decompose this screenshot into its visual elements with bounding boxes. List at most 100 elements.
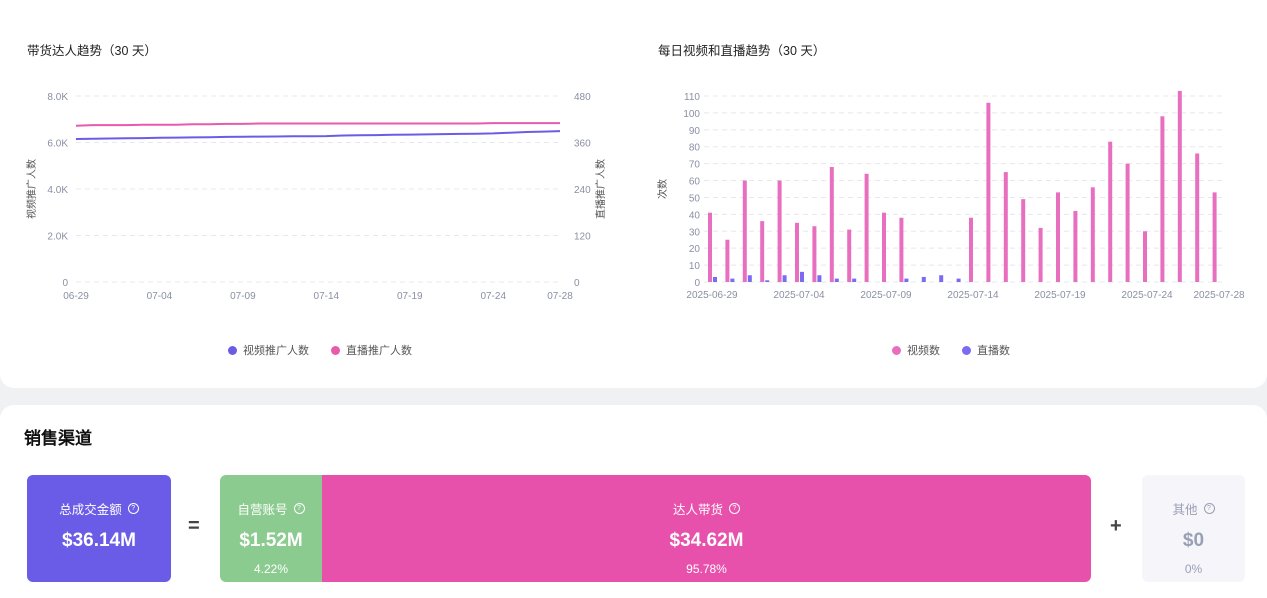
total-gmv-box: 总成交金额? $36.14M — [27, 475, 171, 582]
live-bar — [852, 278, 857, 282]
y-tick-label: 30 — [689, 227, 701, 238]
section-title: 销售渠道 — [24, 429, 92, 448]
legend-lives[interactable]: 直播数 — [962, 342, 1010, 358]
legend-dot-icon — [228, 345, 237, 355]
y-tick-label: 90 — [689, 126, 701, 137]
live-bar — [904, 278, 909, 282]
y-tick-label: 40 — [689, 210, 701, 221]
legend-video-promoters[interactable]: 视频推广人数 — [228, 342, 309, 358]
right-bar-chart: 0 10 20 30 40 50 60 70 80 90 100 110 次数 2025-06-29 202… — [656, 90, 1245, 301]
x-tick-label: 07-14 — [314, 291, 340, 302]
video-bar — [1125, 163, 1130, 282]
other-value: $0 — [1182, 530, 1205, 551]
equals-sign: = — [188, 515, 200, 537]
self-account-value: $1.52M — [239, 530, 303, 551]
question-circle-icon[interactable]: ? — [127, 503, 139, 514]
self-account-pct: 4.22% — [253, 562, 289, 576]
x-tick-label: 2025-07-19 — [1034, 290, 1086, 301]
x-tick-label: 2025-07-04 — [773, 290, 825, 301]
live-bar — [800, 271, 804, 282]
video-bar — [1212, 192, 1217, 282]
y-tick-label: 0 — [694, 278, 700, 289]
creator-sales-label: 达人带货 — [672, 503, 723, 517]
legend-dot-icon — [331, 345, 340, 355]
video-bar — [829, 167, 834, 282]
y-tick-label: 8.0K — [47, 92, 68, 103]
y-axis-label: 视频推广人数 — [25, 159, 38, 219]
question-circle-icon[interactable]: ? — [293, 503, 305, 514]
x-tick-label: 07-19 — [397, 291, 423, 302]
x-tick-label: 06-29 — [63, 291, 89, 302]
trend-card — [0, 0, 1267, 388]
left-chart-title: 带货达人趋势（30 天） — [27, 44, 157, 58]
self-account-box[interactable]: 自营账号? $1.52M 4.22% — [220, 475, 322, 582]
video-bar — [899, 217, 904, 282]
legend-label: 视频数 — [907, 345, 940, 357]
live-bar — [817, 275, 822, 282]
video-bar — [864, 173, 869, 282]
y2-tick-label: 120 — [574, 232, 591, 243]
y-tick-label: 6.0K — [47, 139, 68, 150]
y-axis-label: 次数 — [656, 179, 669, 199]
right-chart-title: 每日视频和直播趋势（30 天） — [658, 44, 826, 58]
left-chart-legend: 视频推广人数 直播推广人数 — [228, 342, 434, 358]
y2-tick-label: 0 — [574, 278, 580, 289]
video-bar — [1003, 172, 1008, 282]
x-tick-label: 07-24 — [480, 291, 506, 302]
y2-tick-label: 240 — [574, 185, 591, 196]
legend-videos[interactable]: 视频数 — [892, 342, 940, 358]
question-circle-icon[interactable]: ? — [729, 503, 740, 514]
live-bar — [834, 278, 839, 282]
video-bar — [969, 217, 973, 282]
y-tick-label: 20 — [689, 244, 701, 255]
creator-sales-pct: 95.78% — [686, 562, 727, 576]
live-bar — [765, 280, 770, 282]
y-tick-label: 70 — [689, 160, 701, 171]
y-tick-label: 60 — [689, 177, 701, 188]
y2-axis-label: 直播推广人数 — [594, 159, 607, 219]
y-tick-label: 4.0K — [47, 185, 68, 196]
x-tick-label: 2025-07-14 — [947, 290, 999, 301]
video-bar — [1160, 116, 1165, 282]
x-tick-label: 2025-06-29 — [686, 290, 738, 301]
other-box[interactable]: 其他? $0 0% — [1142, 475, 1245, 582]
legend-live-promoters[interactable]: 直播推广人数 — [331, 342, 412, 358]
legend-label: 直播数 — [977, 345, 1010, 357]
creator-sales-box[interactable]: 达人带货? $34.62M 95.78% — [322, 475, 1091, 582]
right-chart-legend: 视频数 直播数 — [892, 342, 1032, 358]
other-label: 其他 — [1172, 503, 1198, 517]
y-tick-label: 10 — [689, 261, 701, 272]
y-tick-label: 0 — [62, 278, 68, 289]
live-bar — [921, 276, 926, 282]
series-line — [75, 122, 560, 127]
legend-label: 视频推广人数 — [243, 345, 309, 357]
y2-tick-label: 360 — [574, 139, 591, 150]
video-bar — [760, 221, 765, 282]
legend-dot-icon — [892, 345, 901, 355]
total-gmv-value: $36.14M — [62, 530, 136, 551]
video-bar — [742, 180, 747, 282]
live-bar — [713, 276, 717, 282]
legend-label: 直播推广人数 — [346, 345, 412, 357]
video-bar — [1038, 227, 1043, 282]
left-line-chart: 0 0 2.0K 120 4.0K 240 6.0K 360 8.0K 480 06-29 07-04… — [25, 92, 607, 302]
y-tick-label: 110 — [684, 92, 700, 103]
y2-tick-label: 480 — [574, 92, 591, 103]
x-tick-label: 07-28 — [547, 291, 573, 302]
y-tick-label: 50 — [689, 193, 701, 204]
x-tick-label: 2025-07-24 — [1121, 290, 1173, 301]
self-account-label: 自营账号 — [237, 503, 288, 517]
video-bar — [812, 226, 817, 282]
live-bar — [730, 278, 735, 282]
video-bar — [1108, 141, 1113, 282]
y-tick-label: 80 — [689, 143, 701, 154]
x-tick-label: 2025-07-09 — [860, 290, 912, 301]
video-bar — [777, 180, 782, 282]
video-bar — [1195, 153, 1200, 282]
video-bar — [1177, 90, 1182, 282]
video-bar — [882, 212, 886, 282]
video-bar — [708, 212, 712, 282]
video-bar — [795, 222, 799, 282]
video-bar — [1056, 192, 1060, 282]
question-circle-icon[interactable]: ? — [1203, 503, 1215, 514]
